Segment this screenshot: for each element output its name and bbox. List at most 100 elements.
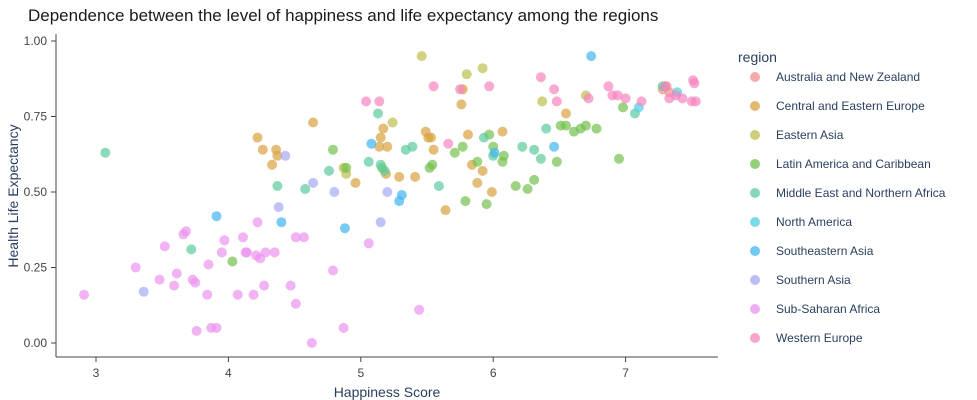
data-point-western-europe[interactable] bbox=[551, 96, 562, 107]
data-point-middle-east-and-northern-africa[interactable] bbox=[407, 141, 418, 152]
data-point-latin-america-and-caribbean[interactable] bbox=[481, 199, 492, 210]
legend-item-southeastern-asia[interactable]: Southeastern Asia bbox=[750, 244, 874, 258]
data-point-central-and-eastern-europe[interactable] bbox=[463, 129, 473, 140]
data-point-sub-saharan-africa[interactable] bbox=[154, 274, 165, 285]
data-point-central-and-eastern-europe[interactable] bbox=[561, 108, 571, 119]
data-point-latin-america-and-caribbean[interactable] bbox=[522, 184, 533, 194]
data-point-central-and-eastern-europe[interactable] bbox=[350, 177, 361, 188]
data-point-western-europe[interactable] bbox=[428, 81, 439, 92]
data-point-eastern-asia[interactable] bbox=[387, 117, 398, 128]
data-point-western-europe[interactable] bbox=[361, 96, 372, 107]
data-point-southern-asia[interactable] bbox=[280, 150, 291, 161]
data-point-sub-saharan-africa[interactable] bbox=[79, 289, 90, 300]
data-point-central-and-eastern-europe[interactable] bbox=[497, 126, 508, 137]
data-point-western-europe[interactable] bbox=[612, 90, 623, 101]
data-point-western-europe[interactable] bbox=[484, 81, 495, 92]
data-point-sub-saharan-africa[interactable] bbox=[290, 232, 301, 243]
data-point-sub-saharan-africa[interactable] bbox=[241, 247, 252, 258]
data-point-sub-saharan-africa[interactable] bbox=[171, 268, 182, 279]
data-point-central-and-eastern-europe[interactable] bbox=[374, 141, 385, 152]
data-point-latin-america-and-caribbean[interactable] bbox=[591, 123, 602, 134]
data-point-sub-saharan-africa[interactable] bbox=[232, 289, 243, 300]
data-point-middle-east-and-northern-africa[interactable] bbox=[186, 244, 197, 255]
data-point-central-and-eastern-europe[interactable] bbox=[477, 165, 488, 176]
data-point-sub-saharan-africa[interactable] bbox=[238, 232, 248, 243]
legend-item-middle-east-and-northern-africa[interactable]: Middle East and Northern Africa bbox=[750, 186, 946, 200]
legend-item-southern-asia[interactable]: Southern Asia bbox=[750, 273, 851, 287]
data-point-sub-saharan-africa[interactable] bbox=[216, 247, 227, 258]
data-point-southeastern-asia[interactable] bbox=[549, 141, 560, 152]
data-point-sub-saharan-africa[interactable] bbox=[248, 289, 259, 300]
data-point-sub-saharan-africa[interactable] bbox=[203, 259, 214, 270]
data-point-middle-east-and-northern-africa[interactable] bbox=[517, 141, 528, 152]
data-point-southern-asia[interactable] bbox=[273, 202, 284, 213]
legend-item-latin-america-and-caribbean[interactable]: Latin America and Caribbean bbox=[750, 157, 931, 171]
data-point-sub-saharan-africa[interactable] bbox=[306, 338, 317, 348]
data-point-latin-america-and-caribbean[interactable] bbox=[618, 102, 628, 113]
data-point-sub-saharan-africa[interactable] bbox=[269, 247, 280, 258]
data-point-western-europe[interactable] bbox=[443, 138, 454, 149]
data-point-latin-america-and-caribbean[interactable] bbox=[341, 162, 352, 173]
data-point-southeastern-asia[interactable] bbox=[366, 138, 377, 149]
legend-item-sub-saharan-africa[interactable]: Sub-Saharan Africa bbox=[750, 302, 880, 316]
data-point-central-and-eastern-europe[interactable] bbox=[410, 171, 421, 182]
legend-item-eastern-asia[interactable]: Eastern Asia bbox=[750, 128, 844, 142]
data-point-latin-america-and-caribbean[interactable] bbox=[614, 153, 624, 164]
data-point-western-europe[interactable] bbox=[455, 84, 466, 95]
data-point-latin-america-and-caribbean[interactable] bbox=[449, 147, 460, 158]
data-point-middle-east-and-northern-africa[interactable] bbox=[433, 181, 444, 191]
data-point-latin-america-and-caribbean[interactable] bbox=[472, 156, 483, 167]
data-point-middle-east-and-northern-africa[interactable] bbox=[324, 165, 334, 176]
data-point-middle-east-and-northern-africa[interactable] bbox=[535, 153, 546, 164]
data-point-sub-saharan-africa[interactable] bbox=[219, 235, 230, 246]
data-point-sub-saharan-africa[interactable] bbox=[260, 247, 271, 258]
data-point-sub-saharan-africa[interactable] bbox=[414, 304, 425, 315]
data-point-western-europe[interactable] bbox=[677, 93, 688, 104]
data-point-sub-saharan-africa[interactable] bbox=[202, 289, 213, 300]
data-point-central-and-eastern-europe[interactable] bbox=[378, 123, 389, 134]
data-point-latin-america-and-caribbean[interactable] bbox=[227, 256, 238, 267]
data-point-eastern-asia[interactable] bbox=[477, 63, 488, 74]
data-point-southern-asia[interactable] bbox=[138, 286, 149, 297]
data-point-western-europe[interactable] bbox=[374, 96, 385, 107]
data-point-latin-america-and-caribbean[interactable] bbox=[498, 150, 509, 161]
data-point-central-and-eastern-europe[interactable] bbox=[426, 132, 436, 143]
data-point-sub-saharan-africa[interactable] bbox=[211, 322, 222, 333]
data-point-latin-america-and-caribbean[interactable] bbox=[580, 120, 591, 131]
data-point-latin-america-and-caribbean[interactable] bbox=[561, 120, 571, 131]
data-point-sub-saharan-africa[interactable] bbox=[290, 298, 301, 309]
data-point-middle-east-and-northern-africa[interactable] bbox=[379, 165, 390, 176]
data-point-middle-east-and-northern-africa[interactable] bbox=[529, 144, 540, 155]
data-point-western-europe[interactable] bbox=[690, 96, 701, 107]
data-point-sub-saharan-africa[interactable] bbox=[363, 238, 374, 249]
data-point-central-and-eastern-europe[interactable] bbox=[486, 187, 497, 197]
data-point-eastern-asia[interactable] bbox=[537, 96, 548, 107]
data-point-sub-saharan-africa[interactable] bbox=[169, 280, 180, 291]
data-point-sub-saharan-africa[interactable] bbox=[259, 280, 270, 291]
data-point-middle-east-and-northern-africa[interactable] bbox=[100, 147, 111, 158]
data-point-middle-east-and-northern-africa[interactable] bbox=[272, 181, 283, 191]
data-point-sub-saharan-africa[interactable] bbox=[252, 217, 263, 228]
data-point-central-and-eastern-europe[interactable] bbox=[440, 205, 451, 216]
data-point-middle-east-and-northern-africa[interactable] bbox=[373, 108, 383, 119]
legend-item-australia-and-new-zealand[interactable]: Australia and New Zealand bbox=[750, 70, 920, 84]
data-point-eastern-asia[interactable] bbox=[461, 69, 472, 80]
data-point-western-europe[interactable] bbox=[689, 78, 700, 89]
data-point-sub-saharan-africa[interactable] bbox=[191, 325, 202, 336]
data-point-middle-east-and-northern-africa[interactable] bbox=[541, 123, 552, 134]
legend-item-western-europe[interactable]: Western Europe bbox=[750, 331, 863, 345]
data-point-central-and-eastern-europe[interactable] bbox=[472, 177, 483, 188]
data-point-central-and-eastern-europe[interactable] bbox=[252, 132, 263, 143]
data-point-southern-asia[interactable] bbox=[329, 187, 340, 197]
data-point-middle-east-and-northern-africa[interactable] bbox=[478, 132, 489, 143]
data-point-middle-east-and-northern-africa[interactable] bbox=[363, 156, 374, 167]
data-point-southern-asia[interactable] bbox=[375, 217, 386, 228]
data-point-western-europe[interactable] bbox=[535, 72, 546, 83]
data-point-central-and-eastern-europe[interactable] bbox=[456, 99, 467, 110]
data-point-central-and-eastern-europe[interactable] bbox=[272, 150, 283, 161]
data-point-latin-america-and-caribbean[interactable] bbox=[328, 144, 338, 155]
data-point-southern-asia[interactable] bbox=[382, 187, 393, 197]
data-point-latin-america-and-caribbean[interactable] bbox=[460, 196, 471, 207]
data-point-sub-saharan-africa[interactable] bbox=[159, 241, 170, 252]
data-point-western-europe[interactable] bbox=[620, 93, 631, 104]
